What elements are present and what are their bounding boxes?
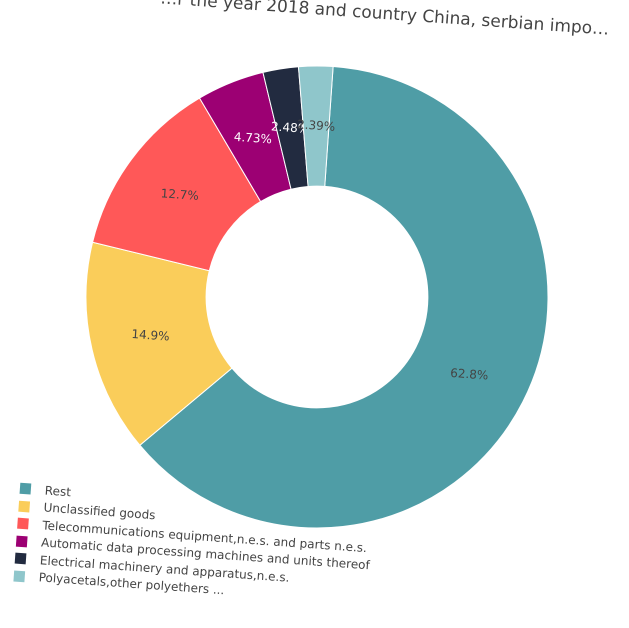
legend-swatch bbox=[15, 535, 28, 547]
slice-1[interactable] bbox=[75, 241, 240, 451]
slice-label-2: 12.7% bbox=[160, 186, 199, 203]
slice-label-0: 62.8% bbox=[450, 366, 489, 383]
legend-swatch bbox=[17, 517, 29, 530]
slice-label-1: 14.9% bbox=[131, 327, 170, 344]
legend-swatch bbox=[13, 570, 26, 582]
slice-label-3: 4.73% bbox=[233, 130, 272, 147]
legend-swatch bbox=[14, 552, 27, 565]
slice-label-5: 2.39% bbox=[297, 117, 336, 134]
slice-5[interactable] bbox=[290, 64, 334, 188]
slice-label-4: 2.48% bbox=[271, 119, 310, 136]
legend-swatch bbox=[18, 500, 31, 512]
slice-0[interactable] bbox=[135, 55, 564, 544]
legend-label: Rest bbox=[44, 483, 72, 499]
legend-swatch bbox=[19, 482, 32, 495]
